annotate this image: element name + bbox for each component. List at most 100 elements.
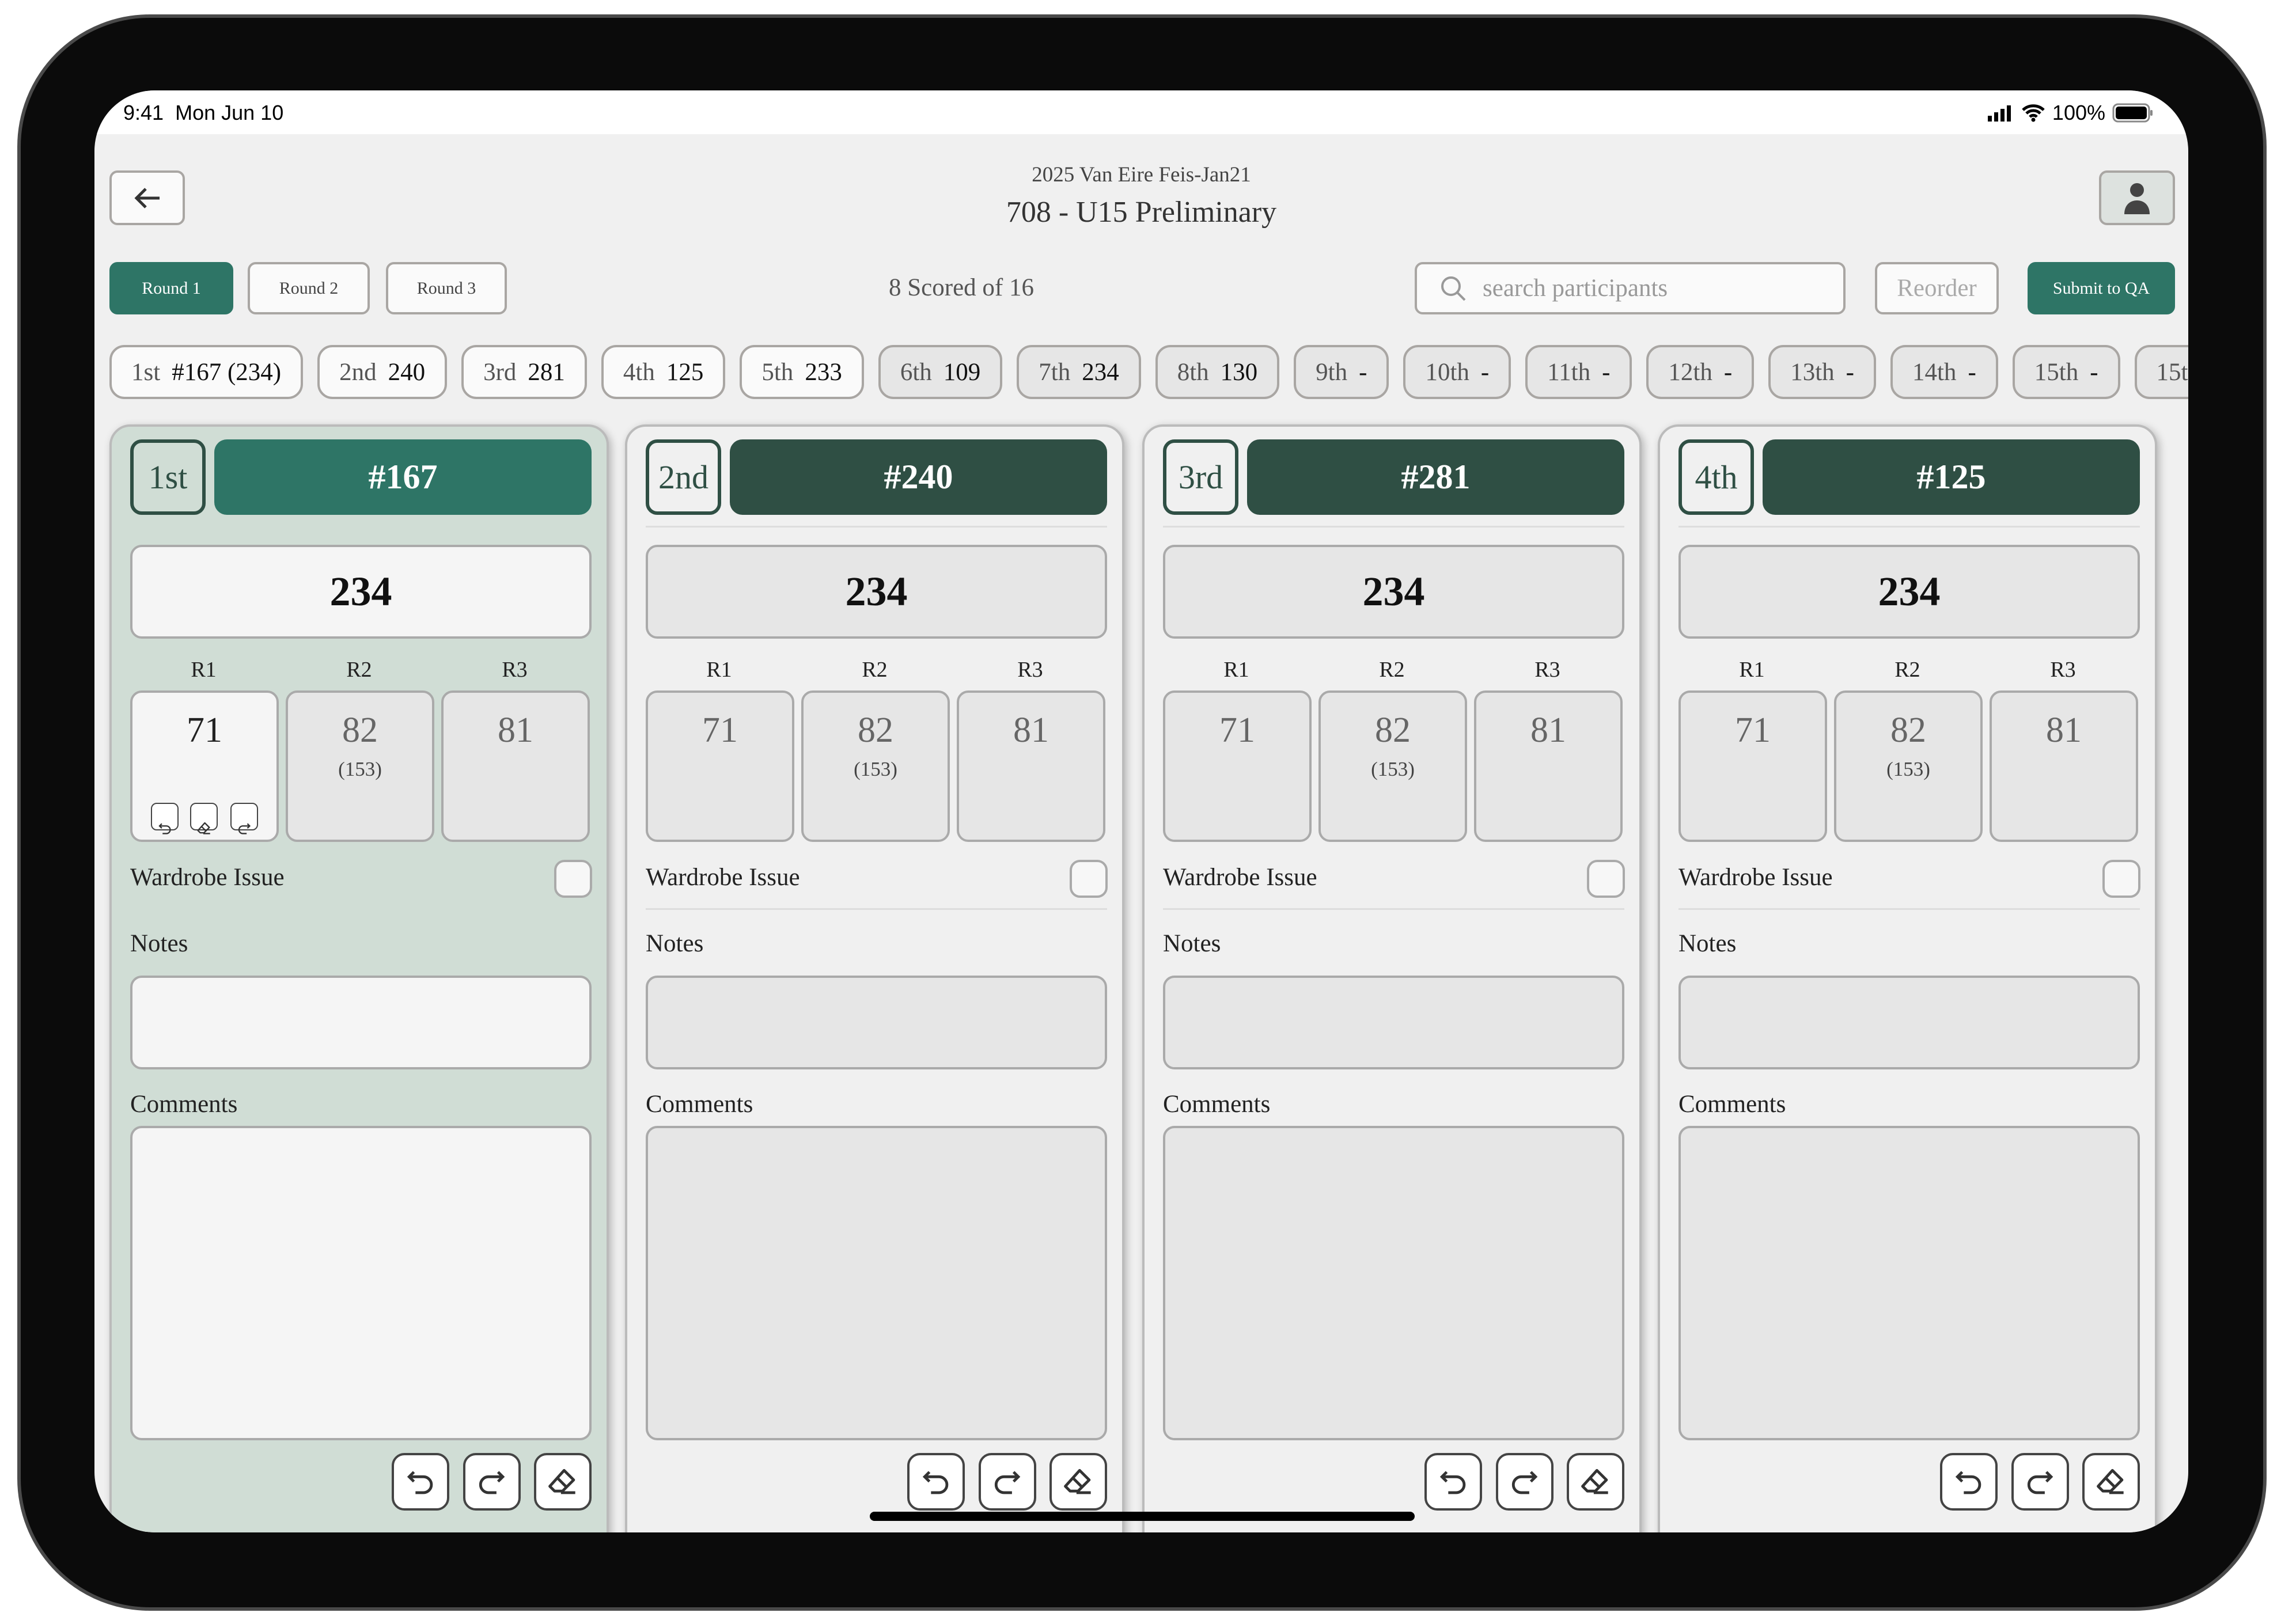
round-score-2[interactable]: 82 (153) [1834, 690, 1983, 842]
round-label: R2 [862, 658, 888, 682]
chip-place: 1st [131, 358, 161, 386]
placement-chip[interactable]: 5th 233 [740, 345, 864, 399]
round-score-1[interactable]: 71 [1678, 690, 1827, 842]
tab-round-1[interactable]: Round 1 [109, 262, 233, 314]
participant-card[interactable]: 4th #125 234 R1 71 R2 82 (153) R3 81 Wardrobe… [1658, 424, 2157, 1532]
placement-chip[interactable]: 12th - [1646, 345, 1755, 399]
placement-chip[interactable]: 6th 109 [878, 345, 1003, 399]
signal-icon [1987, 105, 2011, 122]
placement-chip[interactable]: 13th - [1768, 345, 1876, 399]
redo-icon [2028, 1471, 2053, 1494]
scored-count: 8 Scored of 16 [889, 274, 1034, 301]
battery-icon [2112, 103, 2153, 123]
chip-place: 4th [623, 358, 655, 386]
comments-input[interactable] [646, 1126, 1107, 1440]
score-undo-button[interactable] [151, 803, 179, 834]
round-score-2[interactable]: 82 (153) [801, 690, 950, 842]
score-clear-button[interactable] [190, 803, 218, 834]
comments-label: Comments [130, 1091, 238, 1118]
round-label: R2 [346, 658, 372, 682]
undo-button[interactable] [1940, 1453, 1998, 1511]
undo-button[interactable] [392, 1453, 449, 1511]
comments-input[interactable] [1678, 1126, 2140, 1440]
comments-input[interactable] [130, 1126, 592, 1440]
score-value: 82 [342, 711, 378, 750]
profile-button[interactable] [2099, 170, 2175, 225]
chip-place: 11th [1547, 358, 1591, 386]
wardrobe-checkbox[interactable] [2102, 860, 2140, 898]
divider [1678, 526, 2140, 528]
placement-chip[interactable]: 10th - [1403, 345, 1511, 399]
participant-card[interactable]: 3rd #281 234 R1 71 R2 82 (153) R3 81 Wardrobe… [1142, 424, 1642, 1532]
chip-place: 2nd [339, 358, 377, 386]
eraser-icon [548, 1469, 576, 1494]
chip-value: 130 [1220, 358, 1258, 386]
notes-input[interactable] [1163, 976, 1624, 1069]
chip-place: 5th [761, 358, 794, 386]
round-score-3[interactable]: 81 [957, 690, 1105, 842]
placement-chip[interactable]: 2nd 240 [317, 345, 448, 399]
round-score-2[interactable]: 82 (153) [286, 690, 434, 842]
participant-card[interactable]: 1st #167 234 R1 71 R2 82 (153) R3 81 Wardrobe… [109, 424, 609, 1532]
clear-button[interactable] [534, 1453, 592, 1511]
placement-chip[interactable]: 9th - [1294, 345, 1389, 399]
clear-button[interactable] [1049, 1453, 1107, 1511]
redo-button[interactable] [1496, 1453, 1553, 1511]
undo-button[interactable] [1424, 1453, 1482, 1511]
chip-place: 14th [1912, 358, 1957, 386]
placement-chip[interactable]: 11th - [1525, 345, 1632, 399]
wifi-icon [2022, 104, 2045, 122]
chip-place: 9th [1316, 358, 1348, 386]
search-input[interactable]: search participants [1415, 262, 1846, 314]
round-score-3[interactable]: 81 [441, 690, 590, 842]
redo-icon [1512, 1471, 1538, 1494]
placement-chip[interactable]: 14th - [1890, 345, 1998, 399]
wardrobe-checkbox[interactable] [554, 860, 592, 898]
back-button[interactable] [109, 170, 185, 225]
round-score-2[interactable]: 82 (153) [1318, 690, 1467, 842]
round-label: R1 [706, 658, 732, 682]
round-label: R3 [1534, 658, 1560, 682]
user-icon [2124, 183, 2150, 214]
notes-input[interactable] [646, 976, 1107, 1069]
divider [646, 908, 1107, 910]
placement-chip[interactable]: 7th 234 [1017, 345, 1141, 399]
notes-input[interactable] [130, 976, 592, 1069]
total-score: 234 [1163, 545, 1624, 639]
redo-button[interactable] [979, 1453, 1036, 1511]
participant-card[interactable]: 2nd #240 234 R1 71 R2 82 (153) R3 81 Wardrobe… [625, 424, 1124, 1532]
wardrobe-checkbox[interactable] [1587, 860, 1625, 898]
round-score-3[interactable]: 81 [1990, 690, 2138, 842]
placement-chip[interactable]: 15th [2134, 345, 2188, 399]
score-redo-button[interactable] [230, 803, 258, 834]
chip-place: 6th [900, 358, 932, 386]
placement-chip[interactable]: 15th - [2012, 345, 2120, 399]
wardrobe-label: Wardrobe Issue [1678, 864, 1833, 891]
redo-button[interactable] [463, 1453, 521, 1511]
placement-chip[interactable]: 8th 130 [1155, 345, 1280, 399]
tab-round-3[interactable]: Round 3 [386, 262, 507, 314]
round-score-1[interactable]: 71 [130, 690, 279, 842]
placement-chip[interactable]: 3rd 281 [461, 345, 587, 399]
eraser-icon [1581, 1469, 1609, 1494]
chip-place: 8th [1177, 358, 1209, 386]
placement-chip[interactable]: 1st #167 (234) [109, 345, 304, 399]
placement-chip[interactable]: 4th 125 [601, 345, 726, 399]
score-value: 81 [1530, 711, 1566, 750]
notes-input[interactable] [1678, 976, 2140, 1069]
tab-round-2[interactable]: Round 2 [248, 262, 370, 314]
round-score-1[interactable]: 71 [1163, 690, 1312, 842]
redo-button[interactable] [2011, 1453, 2069, 1511]
wardrobe-checkbox[interactable] [1070, 860, 1108, 898]
undo-icon [1956, 1471, 1981, 1494]
undo-button[interactable] [907, 1453, 965, 1511]
clear-button[interactable] [1567, 1453, 1624, 1511]
redo-icon [238, 823, 251, 834]
redo-icon [479, 1471, 505, 1494]
round-score-1[interactable]: 71 [646, 690, 794, 842]
clear-button[interactable] [2082, 1453, 2140, 1511]
reorder-button[interactable]: Reorder [1875, 262, 1999, 314]
comments-input[interactable] [1163, 1126, 1624, 1440]
submit-to-qa-button[interactable]: Submit to QA [2028, 262, 2175, 314]
round-score-3[interactable]: 81 [1474, 690, 1623, 842]
